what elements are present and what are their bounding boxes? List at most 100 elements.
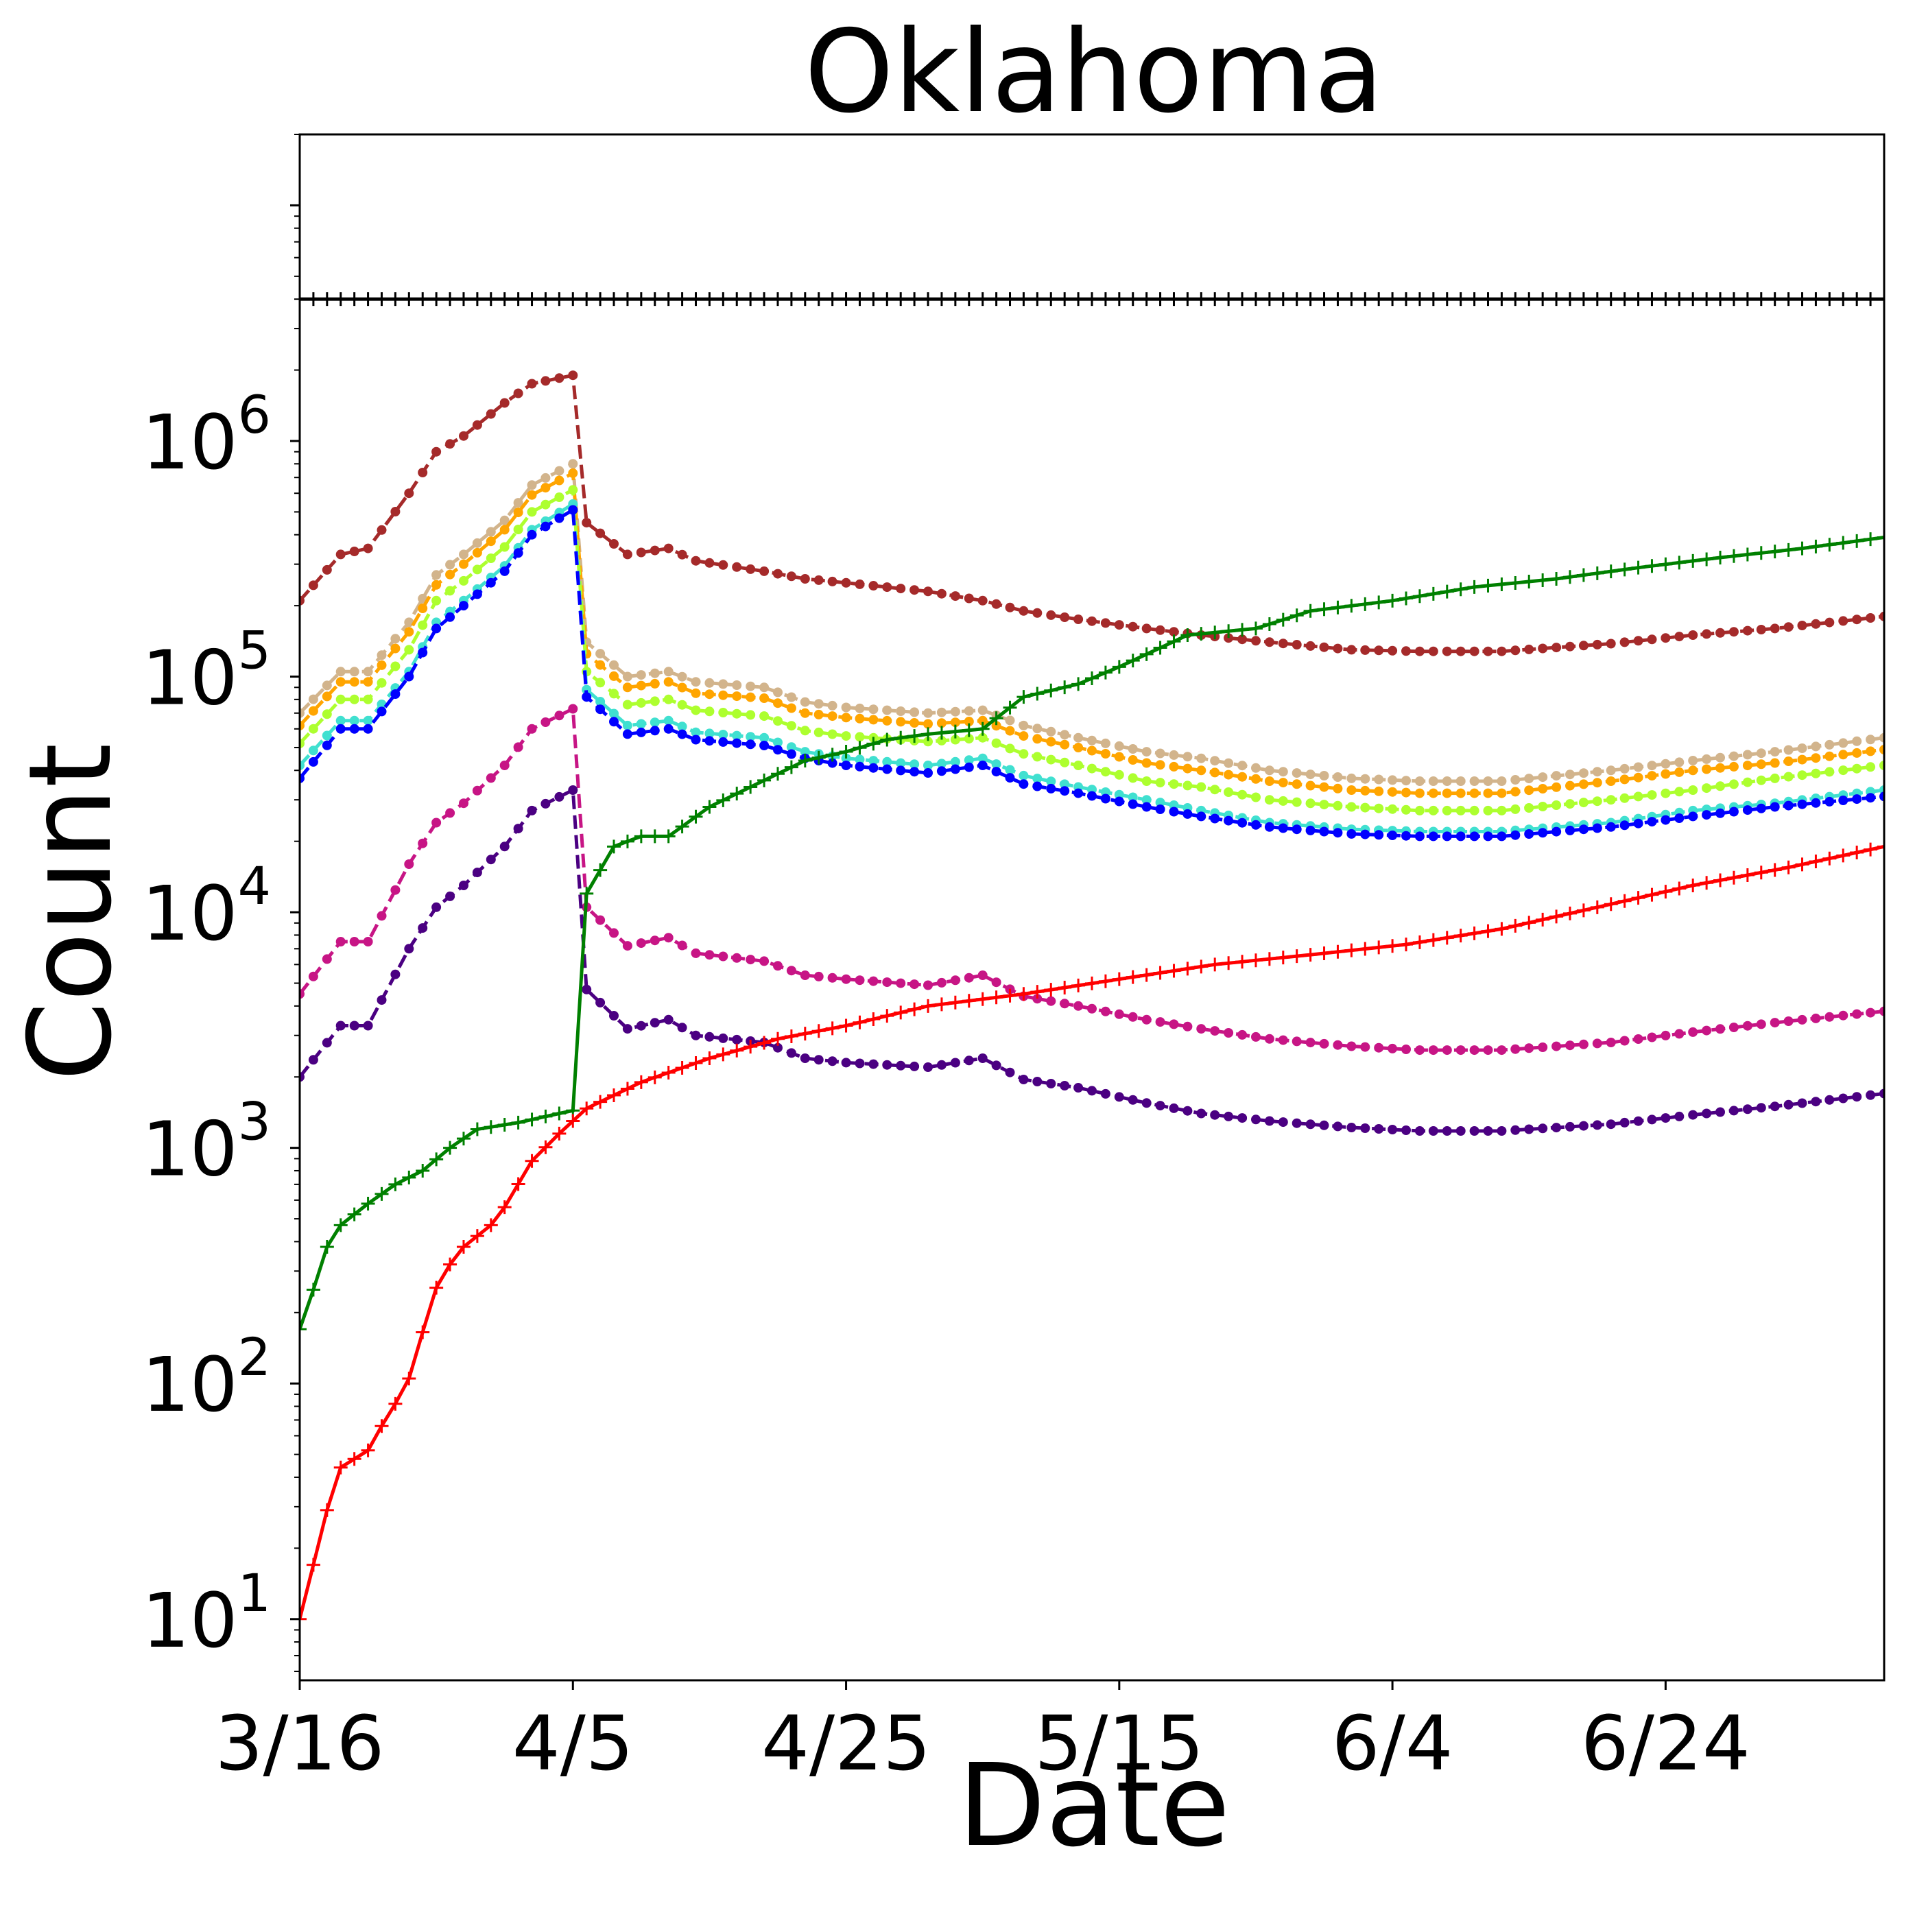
series-8-point-100 (1661, 1113, 1671, 1123)
series-3-point-19 (554, 475, 564, 486)
series-7-point-91 (1538, 1042, 1548, 1052)
series-5-point-26 (650, 717, 660, 728)
series-10-point-57 (1071, 978, 1086, 992)
series-3-point-28 (677, 682, 687, 693)
series-6-point-43 (882, 764, 892, 774)
series-6-point-31 (718, 737, 728, 747)
series-4-point-26 (650, 696, 660, 706)
series-2-point-86 (1469, 776, 1479, 786)
series-1-point-100 (1661, 633, 1671, 643)
series-6-point-63 (1155, 804, 1165, 814)
series-6-point-12 (459, 601, 468, 611)
series-9-point-113 (1836, 536, 1851, 550)
series-8-point-81 (1401, 1125, 1411, 1135)
series-9-point-11 (443, 1141, 457, 1155)
series-1-point-98 (1633, 636, 1643, 646)
series-3-point-105 (1728, 761, 1739, 772)
series-2-point-31 (718, 679, 728, 689)
series-3-point-83 (1428, 788, 1438, 798)
series-6-point-56 (1060, 786, 1070, 796)
series-8-point-52 (1005, 1067, 1015, 1077)
series-2-point-103 (1702, 754, 1712, 764)
series-3-point-54 (1032, 734, 1043, 744)
series-7-point-80 (1388, 1043, 1398, 1053)
series-9-point-98 (1631, 560, 1645, 575)
series-6-point-76 (1333, 828, 1343, 838)
series-3-point-59 (1100, 749, 1110, 759)
series-6-point-77 (1346, 828, 1357, 839)
series-1-point-30 (704, 558, 715, 568)
series-5-point-33 (746, 732, 756, 742)
series-2-point-46 (923, 708, 933, 718)
series-1-point-78 (1360, 645, 1370, 655)
chart-title: Oklahoma (805, 6, 1384, 139)
series-3-point-24 (622, 682, 632, 693)
series-6-point-14 (486, 577, 496, 588)
series-1-point-5 (363, 543, 373, 553)
series-5-point-41 (855, 754, 865, 765)
series-2-point-56 (1060, 730, 1070, 740)
series-2-point-11 (445, 560, 455, 570)
series-8-point-50 (977, 1053, 988, 1063)
series-1-point-49 (964, 593, 974, 604)
series-3-point-37 (800, 708, 810, 718)
series-0-point-103 (1700, 292, 1714, 307)
series-3-point-22 (595, 660, 606, 670)
series-4-point-50 (977, 732, 988, 743)
series-9-point-49 (962, 723, 976, 737)
series-3-point-65 (1182, 763, 1193, 774)
series-4-point-83 (1428, 805, 1438, 815)
series-6-point-74 (1305, 825, 1316, 835)
series-9-point-67 (1208, 625, 1222, 640)
series-7-point-26 (650, 935, 660, 946)
series-1-point-26 (650, 545, 660, 556)
series-9-point-78 (1358, 597, 1372, 611)
series-4-point-78 (1360, 802, 1370, 813)
series-9-point-112 (1822, 538, 1837, 552)
series-6-point-3 (335, 724, 346, 734)
series-7-point-114 (1852, 1009, 1862, 1019)
series-8-point-13 (472, 868, 482, 878)
series-4-point-1 (308, 724, 318, 734)
series-10-point-41 (853, 1015, 867, 1029)
series-8-point-8 (404, 944, 414, 954)
series-0-point-104 (1713, 292, 1728, 307)
series-7-point-19 (554, 711, 564, 721)
series-3-point-36 (786, 703, 796, 713)
series-3-point-15 (499, 525, 510, 535)
series-8-point-104 (1715, 1107, 1725, 1117)
series-8-point-113 (1838, 1093, 1848, 1104)
series-4-point-14 (486, 553, 496, 563)
series-5-point-44 (896, 758, 906, 768)
series-3-point-81 (1401, 787, 1411, 798)
series-2-point-80 (1388, 775, 1398, 785)
series-0-point-99 (1645, 292, 1659, 307)
series-3-point-79 (1374, 786, 1384, 796)
series-9-point-76 (1331, 600, 1345, 615)
series-4-point-93 (1565, 799, 1575, 809)
series-8-point-1 (308, 1055, 318, 1065)
series-1-point-87 (1483, 646, 1493, 656)
x-tick-label-0: 3/16 (215, 1700, 384, 1787)
series-4-point-2 (322, 709, 332, 719)
series-4-point-33 (746, 710, 756, 720)
series-4-point-13 (472, 564, 482, 575)
series-1-point-42 (868, 581, 879, 591)
series-5-point-29 (691, 727, 701, 737)
series-6-point-24 (622, 729, 632, 739)
series-2-point-95 (1592, 767, 1602, 777)
series-3-point-52 (1005, 726, 1015, 736)
series-3-point-82 (1414, 788, 1425, 798)
series-5-point-45 (909, 759, 920, 770)
series-9-point-85 (1453, 582, 1468, 597)
series-5-point-55 (1046, 776, 1056, 787)
series-4-point-79 (1374, 803, 1384, 813)
series-5-point-0 (300, 761, 305, 770)
series-7-point-90 (1524, 1043, 1534, 1053)
series-4-point-72 (1278, 796, 1288, 806)
series-10-point-63 (1153, 966, 1167, 980)
series-7-point-23 (609, 928, 619, 938)
series-0-point-35 (770, 292, 785, 307)
series-5-point-46 (923, 761, 933, 770)
